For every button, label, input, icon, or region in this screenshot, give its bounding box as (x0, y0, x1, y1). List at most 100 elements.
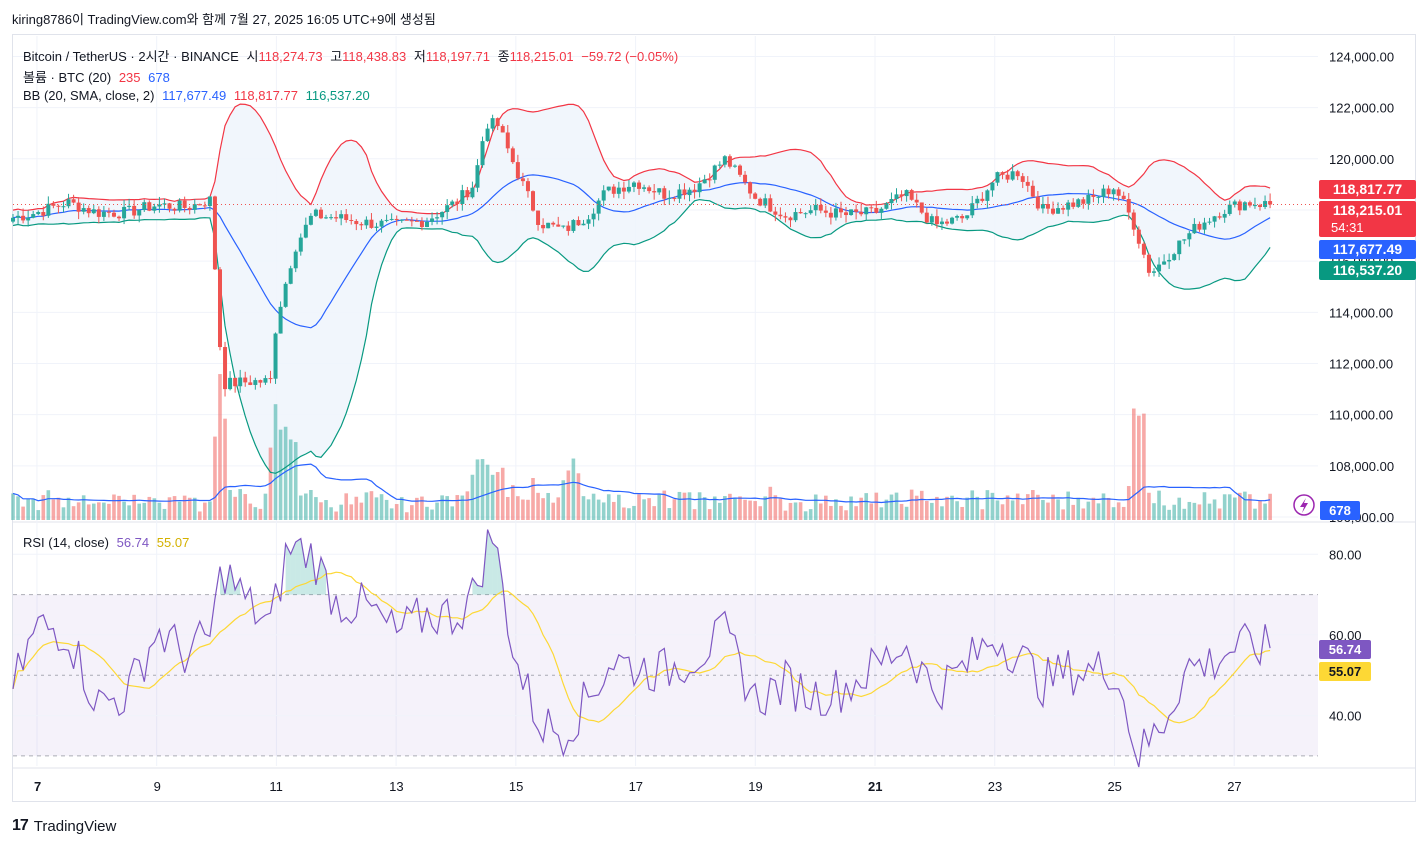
candle-body (1126, 199, 1131, 213)
volume-bar (829, 505, 833, 520)
candle-body (31, 214, 36, 218)
candle-body (1030, 185, 1035, 197)
candle-body (1187, 233, 1192, 240)
bb-title[interactable]: BB (20, SMA, close, 2) (23, 88, 155, 103)
volume-bar (965, 497, 969, 520)
volume-bar (435, 502, 439, 520)
legend-symbol[interactable]: Bitcoin / TetherUS · 2시간 · BINANCE (23, 49, 239, 64)
price-axis-label: 124,000.00 (1329, 49, 1394, 64)
volume-bar (864, 493, 869, 520)
volume-bar (430, 509, 434, 520)
bb-basis-value: 117,677.49 (162, 88, 227, 103)
candle-body (561, 225, 566, 227)
candle-body (813, 204, 818, 211)
volume-bar (1031, 490, 1035, 520)
volume-bar (632, 505, 636, 520)
candle-body (66, 199, 71, 207)
rsi-overbought-fill (487, 529, 493, 595)
volume-bar (773, 495, 778, 520)
volume-bar (950, 495, 954, 520)
candle-body (960, 216, 965, 219)
volume-bar (551, 502, 556, 520)
price-axis-label: 114,000.00 (1329, 305, 1393, 320)
candle-body (965, 215, 970, 219)
volume-bar (596, 499, 601, 520)
volume-bar (985, 490, 990, 520)
tradingview-brand[interactable]: 17 TradingView (12, 817, 116, 835)
candle-body (1116, 189, 1121, 196)
candle-body (939, 221, 944, 225)
candle-body (329, 217, 334, 219)
time-axis-label: 19 (748, 779, 762, 794)
candle-body (621, 187, 626, 192)
candle-body (475, 165, 480, 188)
rsi-title[interactable]: RSI (14, close) (23, 535, 109, 550)
candle-body (349, 219, 354, 221)
time-axis-label: 25 (1107, 779, 1121, 794)
volume-bar (1076, 497, 1081, 520)
candle-body (71, 199, 76, 203)
candle-body (1015, 171, 1020, 177)
candle-body (490, 118, 495, 129)
candle-body (1146, 254, 1151, 273)
volume-bar (1015, 493, 1020, 520)
rsi-overbought-fill (295, 538, 301, 595)
volume-bar (309, 490, 313, 520)
volume-bar (793, 502, 798, 520)
volume-bar (894, 492, 899, 520)
candle-body (455, 201, 460, 204)
volume-bar (672, 499, 677, 520)
volume-bar (218, 374, 222, 520)
volume-title[interactable]: 볼륨 · BTC (20) (23, 70, 112, 85)
tradingview-logo-icon: 17 (12, 817, 29, 834)
volume-bar (692, 509, 697, 520)
candle-body (748, 182, 753, 194)
candle-body (389, 218, 394, 220)
volume-bar (677, 491, 682, 520)
candle-body (1247, 202, 1252, 206)
lightning-icon (1300, 498, 1308, 513)
rsi-line (12, 529, 1271, 768)
candle-body (899, 194, 904, 197)
volume-bar (233, 496, 237, 520)
volume-bar (162, 508, 167, 520)
volume-bar (132, 494, 136, 520)
volume-bar (733, 497, 737, 520)
volume-bar (66, 497, 71, 520)
candle-body (1106, 188, 1111, 195)
candle-body (450, 201, 455, 206)
legend-low: 118,197.71 (425, 49, 490, 64)
price-axis-label: 110,000.00 (1329, 408, 1393, 423)
candle-body (601, 190, 606, 201)
candle-body (192, 204, 197, 210)
candle-body (596, 200, 601, 214)
candle-body (1177, 240, 1182, 255)
volume-bar (304, 493, 308, 520)
volume-bar (420, 496, 424, 520)
rsi-overbought-fill (477, 585, 483, 595)
volume-bar (1187, 501, 1192, 520)
candle-body (677, 189, 682, 199)
volume-bar (586, 499, 591, 520)
candle-body (803, 213, 808, 215)
volume-bar (844, 510, 848, 520)
candle-body (419, 221, 424, 228)
volume-bar (21, 506, 25, 520)
volume-bar (354, 496, 359, 520)
volume-bar (455, 495, 460, 520)
candle-body (788, 217, 793, 221)
bb-upper-line (12, 103, 1271, 215)
time-axis-label: 15 (509, 779, 523, 794)
volume-bar (334, 511, 338, 520)
candle-body (722, 156, 727, 165)
legend-volume: 볼륨 · BTC (20) 235 678 (23, 67, 174, 86)
candle-body (394, 218, 399, 220)
candle-body (909, 190, 914, 200)
candle-body (278, 306, 283, 334)
volume-bar (349, 504, 354, 520)
volume-bar (1046, 502, 1050, 520)
candle-body (76, 202, 81, 212)
candle-body (283, 283, 288, 307)
candle-body (354, 220, 359, 225)
